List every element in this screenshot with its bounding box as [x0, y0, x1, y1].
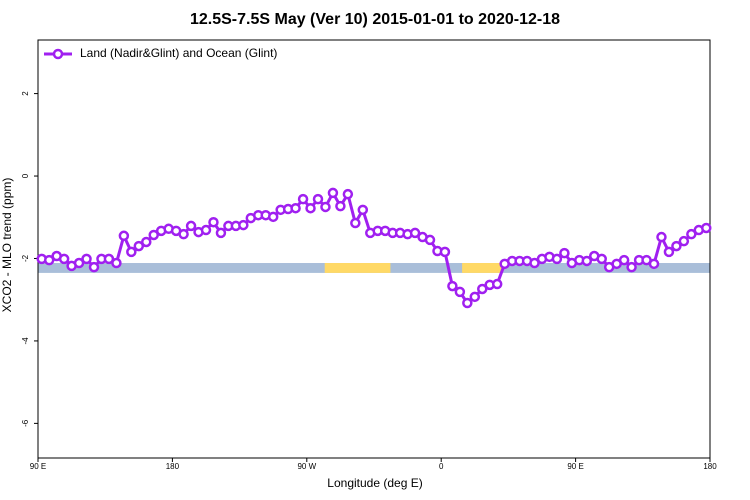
point [559, 247, 570, 259]
point [267, 211, 279, 223]
point [626, 261, 637, 273]
point [305, 202, 316, 214]
point [529, 257, 540, 269]
point [178, 228, 189, 240]
point [618, 254, 630, 266]
point [477, 283, 488, 295]
point [58, 253, 70, 265]
point [701, 222, 712, 234]
point [320, 201, 331, 213]
point [208, 216, 219, 228]
y-tick-label: 2 [21, 91, 30, 96]
point [342, 188, 354, 200]
point [424, 234, 436, 246]
point [215, 227, 227, 239]
x-tick-label: 90 W [297, 462, 316, 471]
point [447, 280, 458, 292]
point [678, 235, 690, 247]
point [469, 291, 481, 303]
point [200, 224, 212, 236]
y-tick-label: -2 [21, 254, 30, 262]
point [185, 220, 197, 232]
point [148, 229, 159, 241]
point [581, 255, 593, 267]
point [103, 253, 115, 265]
point [335, 200, 346, 212]
point [81, 253, 92, 265]
point [327, 187, 339, 199]
plot-frame [37, 39, 711, 459]
land-band [324, 263, 391, 273]
legend-marker [52, 48, 64, 60]
point [409, 227, 421, 239]
point [462, 297, 473, 309]
point [297, 193, 309, 205]
point [357, 204, 369, 216]
point [439, 246, 451, 258]
point [43, 254, 55, 266]
point [596, 253, 607, 265]
point [663, 246, 675, 258]
point [312, 193, 324, 205]
point [73, 257, 85, 269]
point [118, 230, 130, 242]
point [133, 240, 145, 252]
legend-label: Land (Nadir&Glint) and Ocean (Glint) [80, 46, 277, 60]
x-tick-label: 90 E [30, 462, 46, 471]
y-tick-label: -6 [21, 419, 30, 427]
y-tick-label: -4 [21, 337, 30, 345]
point [454, 286, 466, 298]
x-tick-label: 180 [166, 462, 180, 471]
point [656, 231, 667, 243]
point [290, 202, 301, 214]
point [648, 258, 660, 270]
x-axis-label: Longitude (deg E) [327, 476, 422, 490]
y-axis-label: XCO2 - MLO trend (ppm) [0, 178, 14, 313]
x-tick-label: 180 [703, 462, 717, 471]
point [111, 257, 122, 269]
x-tick-label: 90 E [567, 462, 583, 471]
land-band [462, 263, 503, 273]
point [551, 253, 563, 265]
point [88, 261, 100, 273]
point [238, 219, 249, 231]
x-tick-label: 0 [439, 462, 444, 471]
y-tick-label: 0 [21, 173, 30, 178]
point [141, 236, 152, 248]
point [686, 228, 697, 240]
chart-title: 12.5S-7.5S May (Ver 10) 2015-01-01 to 20… [190, 11, 560, 28]
point [491, 278, 503, 290]
point [126, 246, 137, 258]
point [671, 240, 682, 252]
point [350, 217, 361, 229]
